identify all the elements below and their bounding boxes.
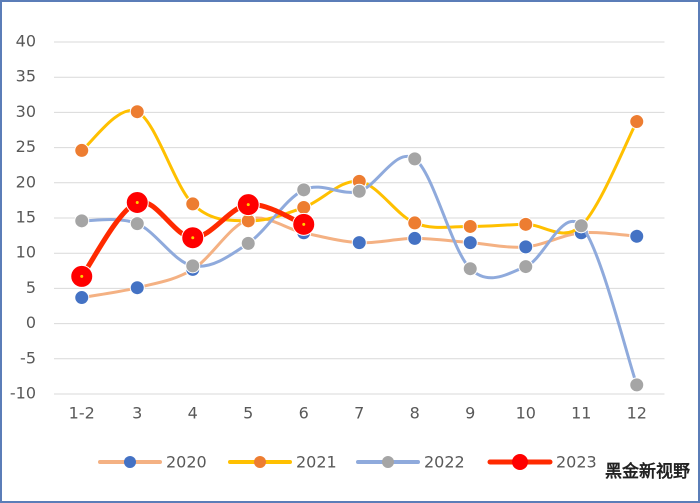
marker <box>462 235 478 251</box>
marker <box>74 290 90 306</box>
y-tick-label: -10 <box>10 384 36 403</box>
x-tick-label: 11 <box>571 404 591 423</box>
marker <box>462 218 478 234</box>
marker <box>629 114 645 130</box>
marker <box>185 258 201 274</box>
x-tick-label: 1-2 <box>69 404 95 423</box>
marker <box>518 239 534 255</box>
x-tick-label: 5 <box>243 404 253 423</box>
x-tick-label: 12 <box>627 404 647 423</box>
marker <box>518 259 534 275</box>
x-tick-label: 8 <box>410 404 420 423</box>
marker-center <box>135 201 139 205</box>
legend-label: 2020 <box>166 453 207 472</box>
watermark: 黑金新视野 <box>605 461 690 482</box>
y-tick-label: 40 <box>16 32 36 51</box>
y-tick-label: 10 <box>16 243 36 262</box>
x-tick-label: 9 <box>465 404 475 423</box>
legend-marker <box>124 456 136 468</box>
y-tick-label: 5 <box>26 278 36 297</box>
y-tick-label: -5 <box>20 348 36 367</box>
marker <box>629 377 645 393</box>
marker <box>351 183 367 199</box>
x-tick-label: 4 <box>188 404 198 423</box>
x-tick-label: 3 <box>132 404 142 423</box>
marker <box>407 230 423 246</box>
marker-center <box>191 236 195 240</box>
x-tick-label: 6 <box>299 404 309 423</box>
legend-marker <box>512 454 528 470</box>
legend-marker <box>382 456 394 468</box>
marker <box>629 228 645 244</box>
marker <box>518 216 534 232</box>
marker <box>74 142 90 158</box>
marker <box>296 199 312 215</box>
marker <box>573 218 589 234</box>
legend-label: 2021 <box>296 453 337 472</box>
marker <box>296 182 312 198</box>
marker <box>462 261 478 277</box>
legend-label: 2023 <box>556 453 597 472</box>
marker <box>129 104 145 120</box>
y-tick-label: 15 <box>16 208 36 227</box>
marker-center <box>246 203 250 207</box>
y-tick-label: 25 <box>16 137 36 156</box>
y-tick-label: 35 <box>16 67 36 86</box>
y-tick-label: 30 <box>16 102 36 121</box>
marker-center <box>302 222 306 226</box>
legend-label: 2022 <box>424 453 465 472</box>
x-tick-label: 10 <box>516 404 536 423</box>
marker-center <box>80 274 84 278</box>
marker <box>240 235 256 251</box>
marker <box>129 216 145 232</box>
y-tick-label: 0 <box>26 313 36 332</box>
y-tick-label: 20 <box>16 172 36 191</box>
marker <box>407 151 423 167</box>
x-tick-label: 7 <box>354 404 364 423</box>
marker <box>74 213 90 229</box>
marker <box>129 280 145 296</box>
marker <box>407 215 423 231</box>
marker <box>351 235 367 251</box>
marker <box>185 196 201 212</box>
legend-marker <box>254 456 266 468</box>
